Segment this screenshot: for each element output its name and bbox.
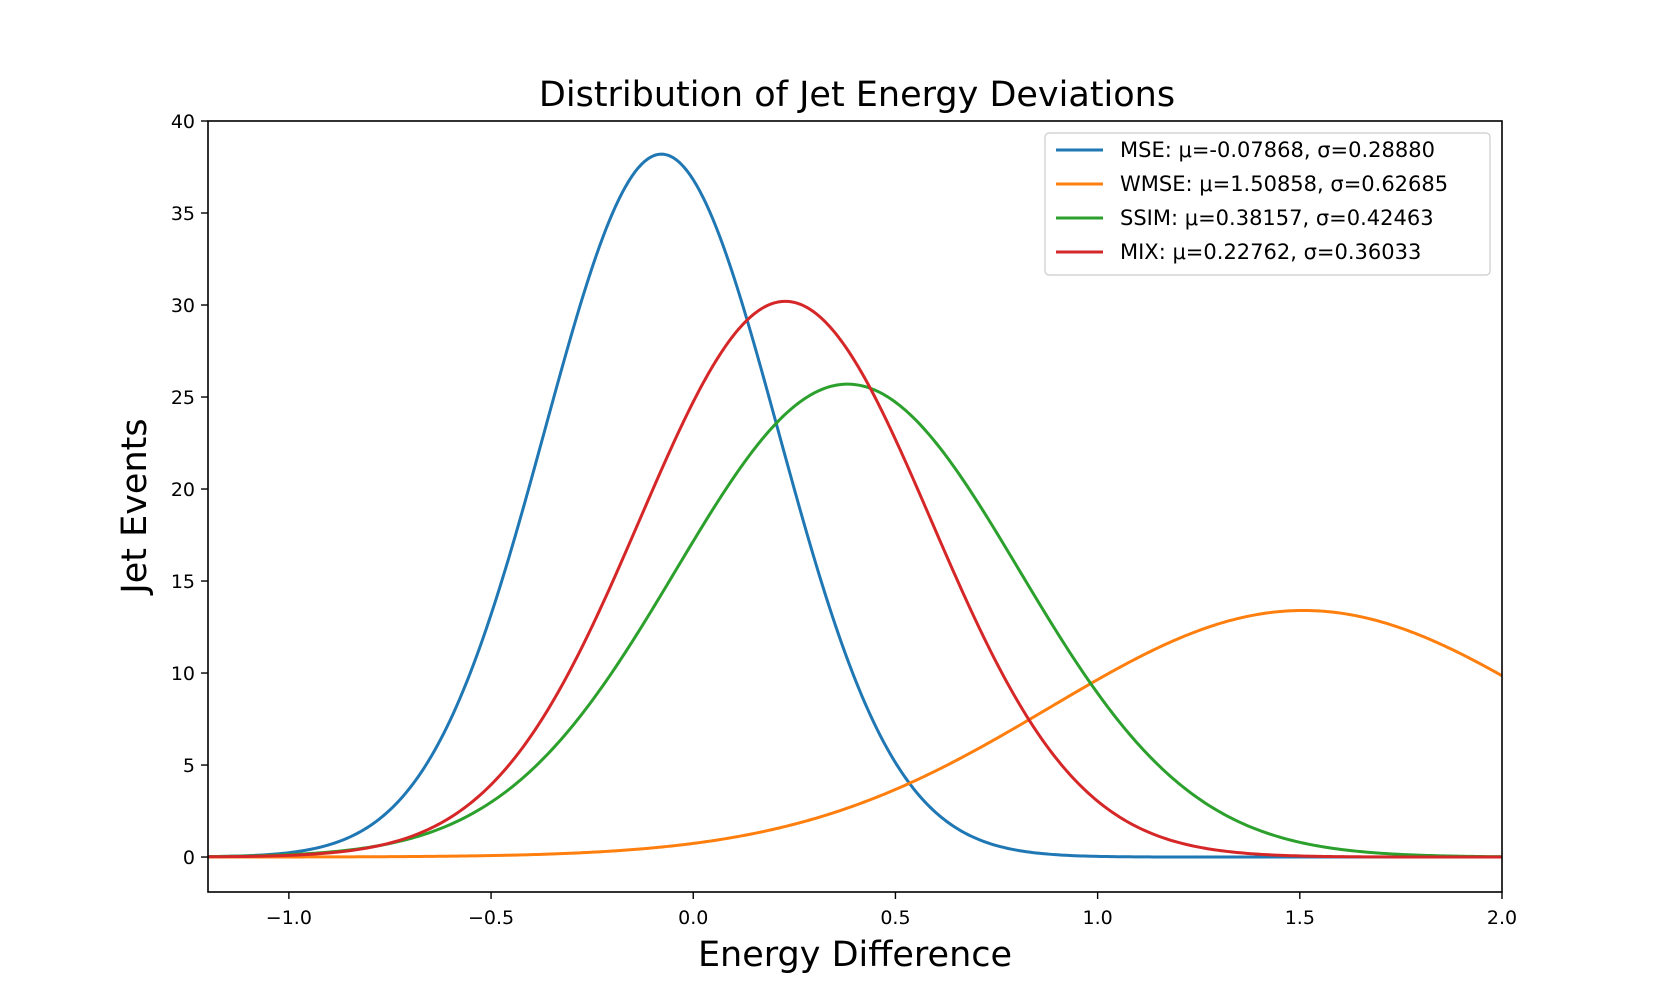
plot-area <box>207 120 1503 893</box>
y-axis: 0 5 10 15 20 25 30 35 40 <box>171 111 208 869</box>
legend-label-mix: MIX: μ=0.22762, σ=0.36033 <box>1120 240 1421 264</box>
x-tick-label: −0.5 <box>468 907 514 929</box>
y-tick-label: 0 <box>183 847 195 869</box>
series-line-mse <box>208 152 1502 859</box>
series-line-wmse <box>208 608 1502 859</box>
legend-box <box>1044 132 1491 276</box>
y-tick-label: 15 <box>171 571 195 593</box>
y-axis-label: Jet Events <box>115 418 155 595</box>
x-tick-label: 0.0 <box>678 907 708 929</box>
x-tick-label: 2.0 <box>1487 907 1517 929</box>
y-tick-label: 25 <box>171 387 195 409</box>
legend-label-wmse: WMSE: μ=1.50858, σ=0.62685 <box>1120 172 1448 196</box>
x-tick-label: 1.0 <box>1083 907 1113 929</box>
series-line-ssim <box>208 382 1502 859</box>
x-axis: −1.0 −0.5 0.0 0.5 1.0 1.5 2.0 <box>266 892 1517 929</box>
y-tick-label: 35 <box>171 203 195 225</box>
y-tick-label: 20 <box>171 479 195 501</box>
y-tick-label: 40 <box>171 111 195 133</box>
series-line-mix <box>208 299 1502 859</box>
legend-label-mse: MSE: μ=-0.07868, σ=0.28880 <box>1120 138 1435 162</box>
plot-frame <box>207 120 1503 893</box>
x-tick-label: 0.5 <box>880 907 910 929</box>
chart-title: Distribution of Jet Energy Deviations <box>539 75 1175 115</box>
x-axis-label: Energy Difference <box>698 935 1012 975</box>
series-lines <box>208 152 1502 859</box>
y-tick-label: 5 <box>183 755 195 777</box>
legend-label-ssim: SSIM: μ=0.38157, σ=0.42463 <box>1120 206 1434 230</box>
legend: MSE: μ=-0.07868, σ=0.28880 WMSE: μ=1.5085… <box>1044 132 1491 276</box>
x-tick-label: −1.0 <box>266 907 312 929</box>
x-tick-label: 1.5 <box>1285 907 1315 929</box>
y-tick-label: 30 <box>171 295 195 317</box>
y-tick-label: 10 <box>171 663 195 685</box>
